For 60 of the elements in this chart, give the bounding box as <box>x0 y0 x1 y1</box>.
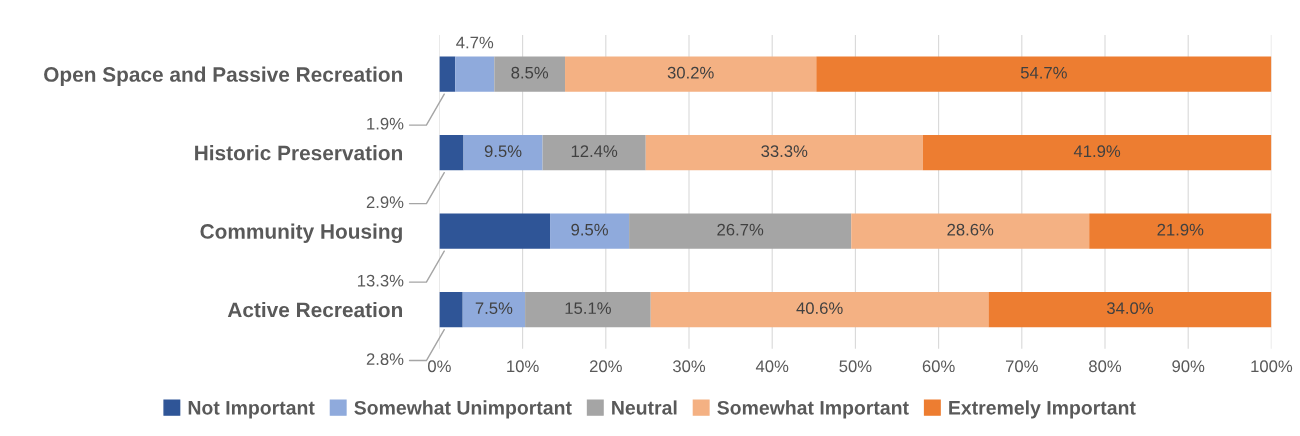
bar <box>922 134 1272 171</box>
data-label: 34.0% <box>1106 302 1153 315</box>
data-label: 2.9% <box>366 196 404 209</box>
x-tick-label: 90% <box>1172 360 1205 373</box>
data-label: 8.5% <box>511 66 549 79</box>
data-label: 9.5% <box>571 223 608 236</box>
legend-label: Extremely Important <box>949 400 1136 419</box>
data-label: 33.3% <box>761 145 808 158</box>
bar <box>645 134 923 171</box>
bar <box>1089 213 1272 249</box>
x-tick-label: 60% <box>922 360 955 373</box>
bar <box>455 56 495 92</box>
bar <box>494 56 566 92</box>
data-label: 13.3% <box>357 274 404 287</box>
bar <box>816 56 1272 92</box>
bar <box>463 134 543 171</box>
bar <box>565 56 817 92</box>
data-label: 4.7% <box>456 36 494 49</box>
bar <box>439 134 464 171</box>
x-tick-label: 50% <box>839 360 872 373</box>
legend-label: Neutral <box>612 400 677 415</box>
y-tick-label: Open Space and Passive Recreation <box>44 66 403 86</box>
legend-label: Somewhat Important <box>717 400 909 419</box>
data-label: 1.9% <box>367 117 404 130</box>
x-tick-label: 80% <box>1089 360 1122 373</box>
data-label: 9.5% <box>484 145 522 158</box>
y-tick-label: Community Housing <box>200 223 402 244</box>
bar <box>550 213 630 249</box>
x-tick-label: 10% <box>507 360 539 373</box>
legend-label: Not Important <box>188 401 315 419</box>
bar <box>650 291 989 328</box>
x-tick-label: 100% <box>1251 360 1293 373</box>
data-label: 21.9% <box>1157 223 1204 236</box>
data-label: 26.7% <box>717 223 764 236</box>
bar <box>988 291 1272 328</box>
data-label: 7.5% <box>475 302 513 315</box>
x-tick-label: 40% <box>755 360 789 373</box>
x-tick-label: 30% <box>672 360 706 373</box>
legend-label: Somewhat Unimportant <box>354 400 572 419</box>
y-tick-label: Active Recreation <box>227 302 403 318</box>
bar <box>542 134 646 171</box>
x-tick-label: 0% <box>428 360 451 373</box>
data-label: 12.4% <box>571 145 618 158</box>
data-label: 15.1% <box>565 302 611 315</box>
bar <box>462 291 526 328</box>
data-label: 28.6% <box>947 223 994 236</box>
data-label: 30.2% <box>667 66 714 79</box>
bar <box>439 56 456 92</box>
bar <box>629 213 852 249</box>
bar <box>525 291 651 328</box>
data-label: 41.9% <box>1073 145 1121 158</box>
x-tick-label: 70% <box>1005 360 1038 373</box>
y-tick-label: Historic Preservation <box>195 145 403 161</box>
data-label: 54.7% <box>1020 66 1067 79</box>
x-tick-label: 20% <box>589 360 622 373</box>
data-label: 40.6% <box>796 302 843 315</box>
bar <box>439 291 463 328</box>
data-label: 2.8% <box>366 353 404 366</box>
bar <box>439 213 551 249</box>
bar <box>851 213 1090 249</box>
